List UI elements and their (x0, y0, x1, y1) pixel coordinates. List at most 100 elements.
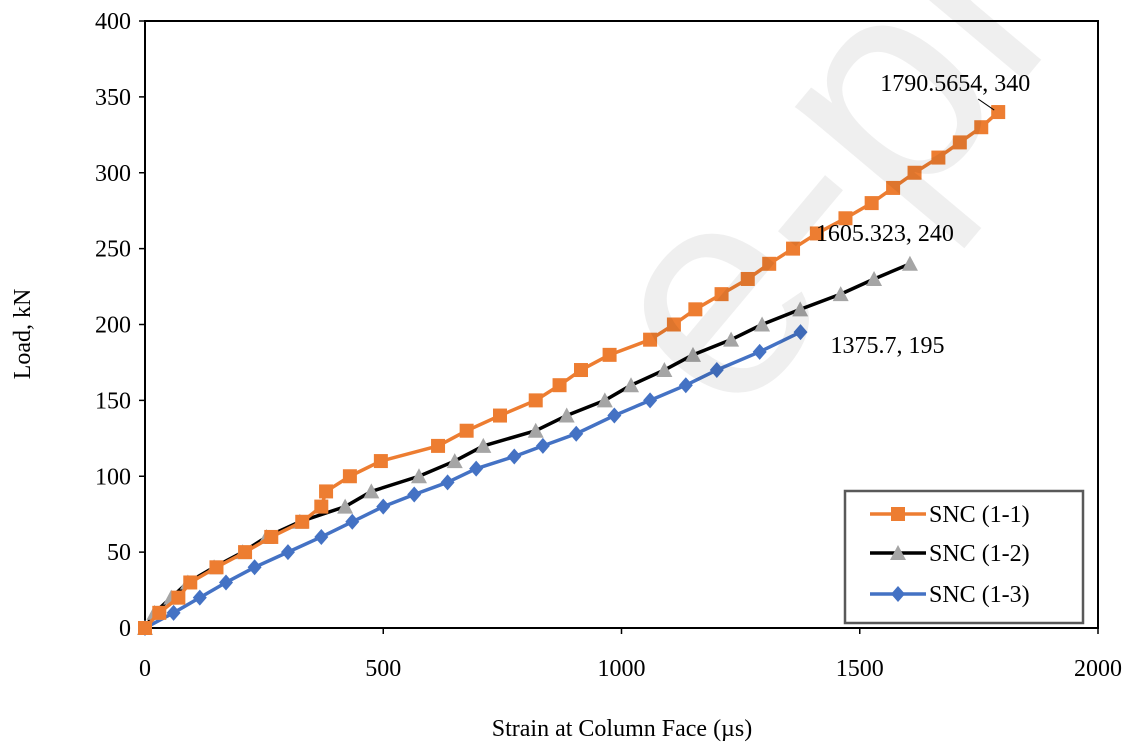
legend: SNC (1-1) SNC (1-2) SNC (1-3) (843, 489, 1085, 625)
data-point (247, 559, 262, 576)
data-point (723, 331, 740, 347)
data-point (507, 448, 522, 465)
series-3 (138, 324, 808, 636)
annotation-label: 1605.323, 240 (816, 221, 954, 247)
data-point (183, 575, 198, 590)
data-point (138, 621, 152, 635)
x-tick-label: 500 (365, 656, 401, 682)
data-point (238, 545, 253, 560)
data-point (337, 498, 354, 514)
data-point (527, 422, 544, 438)
data-point (459, 423, 474, 438)
data-point (752, 343, 767, 360)
data-point (264, 529, 279, 544)
y-tick-label: 300 (95, 161, 131, 187)
data-point (886, 180, 901, 195)
y-tick-label: 250 (95, 237, 131, 263)
data-point (219, 574, 234, 591)
data-point (991, 105, 1006, 120)
legend-swatch-marker (891, 507, 905, 521)
data-point (376, 498, 391, 515)
data-point (740, 271, 755, 286)
legend-item: SNC (1-2) (870, 541, 1030, 567)
annotation-leader (977, 98, 995, 111)
data-point (786, 241, 801, 256)
data-point (552, 378, 567, 393)
series-line (143, 262, 911, 629)
data-point (643, 392, 658, 409)
x-tick-label: 2000 (1074, 656, 1122, 682)
y-tick-label: 0 (119, 616, 131, 642)
y-tick-label: 50 (107, 540, 131, 566)
y-axis-ticks: 0 50 100 150 200 250 300 350 400 (95, 9, 145, 642)
data-point (952, 135, 967, 150)
data-point (607, 407, 622, 424)
data-point (475, 437, 492, 453)
data-point (345, 513, 360, 530)
legend-swatch-marker (891, 586, 905, 602)
data-point (152, 605, 167, 620)
legend-item: SNC (1-3) (870, 582, 1030, 608)
data-point (280, 544, 295, 561)
data-point (688, 302, 703, 317)
data-point (314, 499, 329, 514)
series-1 (138, 105, 1006, 635)
data-point (528, 393, 543, 408)
data-point (714, 287, 729, 302)
y-tick-label: 150 (95, 388, 131, 414)
data-point (709, 362, 724, 379)
data-point (446, 453, 463, 469)
data-point (492, 408, 507, 423)
data-point (166, 604, 181, 621)
data-point (363, 483, 380, 499)
data-point (209, 560, 224, 575)
data-point (623, 377, 640, 393)
data-point (678, 377, 693, 394)
y-tick-label: 100 (95, 464, 131, 490)
x-tick-label: 1500 (836, 656, 884, 682)
data-point (864, 196, 879, 211)
data-point (407, 486, 422, 503)
data-point (410, 468, 427, 484)
data-point (171, 590, 186, 605)
data-point (832, 286, 849, 302)
legend-label: SNC (1-2) (929, 541, 1030, 567)
legend-label: SNC (1-3) (929, 582, 1030, 608)
data-point (866, 270, 883, 286)
y-tick-label: 350 (95, 85, 131, 111)
data-point (192, 589, 207, 606)
data-point (901, 255, 918, 271)
data-point (440, 474, 455, 491)
series-lines (137, 105, 1006, 636)
data-annotations: 1790.5654, 340 1605.323, 240 1375.7, 195 (816, 71, 1030, 359)
data-point (596, 392, 613, 408)
series-line (144, 330, 802, 630)
data-point (535, 437, 550, 454)
data-point (684, 346, 701, 362)
annotation-label: 1790.5654, 340 (880, 71, 1030, 97)
data-point (656, 362, 673, 378)
data-point (754, 316, 771, 332)
legend-label: SNC (1-1) (929, 502, 1030, 528)
data-point (295, 514, 310, 529)
data-point (792, 301, 809, 317)
data-point (838, 211, 853, 226)
data-point (373, 454, 388, 469)
data-point (643, 332, 658, 347)
data-point (431, 438, 446, 453)
data-point (569, 425, 584, 442)
data-point (974, 120, 989, 135)
series-2 (137, 255, 918, 635)
data-point (666, 317, 681, 332)
y-axis-label: Load, kN (10, 289, 36, 380)
legend-swatch-marker (890, 545, 906, 560)
y-tick-label: 200 (95, 313, 131, 339)
x-axis-ticks: 0 500 1000 1500 2000 (139, 628, 1122, 682)
data-point (762, 256, 777, 271)
data-point (809, 226, 824, 241)
y-tick-label: 400 (95, 9, 131, 35)
legend-item: SNC (1-1) (870, 502, 1030, 528)
x-tick-label: 0 (139, 656, 151, 682)
data-point (469, 460, 484, 477)
